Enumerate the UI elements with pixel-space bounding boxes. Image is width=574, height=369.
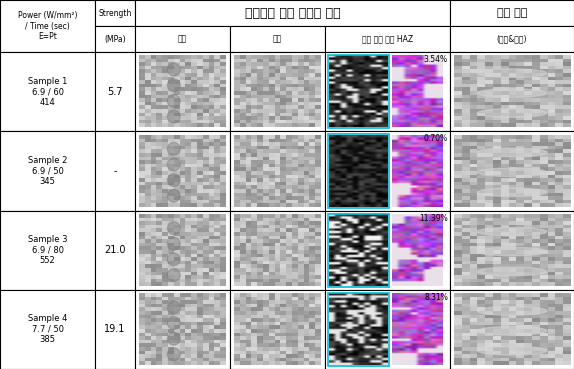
Text: 11.39%: 11.39%	[419, 214, 448, 223]
Ellipse shape	[477, 148, 547, 156]
Bar	[95, 290, 135, 369]
Bar	[135, 26, 230, 52]
Bar	[135, 131, 230, 210]
Text: Strength: Strength	[98, 8, 131, 17]
Circle shape	[168, 222, 180, 234]
Bar	[0, 290, 95, 369]
Bar	[230, 210, 325, 290]
Text: 계면: 계면	[273, 34, 282, 44]
Text: 3.54%: 3.54%	[424, 55, 448, 64]
Bar	[95, 131, 135, 210]
Text: Power (W/mm²)
/ Time (sec)
E=Pt: Power (W/mm²) / Time (sec) E=Pt	[18, 11, 77, 41]
Circle shape	[168, 79, 180, 92]
Ellipse shape	[477, 267, 547, 276]
Circle shape	[168, 237, 180, 250]
Bar	[328, 134, 389, 207]
Circle shape	[168, 189, 180, 202]
Bar	[450, 210, 574, 290]
Circle shape	[168, 332, 180, 345]
Bar	[328, 214, 389, 287]
Bar	[95, 0, 135, 26]
Circle shape	[168, 63, 180, 76]
Bar	[95, 210, 135, 290]
Text: Sample 4
7.7 / 50
385: Sample 4 7.7 / 50 385	[28, 314, 67, 344]
Text: Sample 3
6.9 / 80
552: Sample 3 6.9 / 80 552	[28, 235, 67, 265]
Ellipse shape	[477, 109, 547, 117]
Ellipse shape	[477, 89, 547, 97]
Text: 윗면: 윗면	[178, 34, 187, 44]
Bar	[230, 52, 325, 131]
Ellipse shape	[477, 69, 547, 77]
Bar	[0, 210, 95, 290]
Bar	[450, 131, 574, 210]
Text: 아래 시편: 아래 시편	[497, 8, 527, 18]
Circle shape	[168, 317, 180, 330]
Bar	[325, 290, 450, 369]
Bar	[328, 55, 389, 128]
Circle shape	[168, 253, 180, 266]
Bar	[135, 52, 230, 131]
Text: 레이저로 직접 조사된 시편: 레이저로 직접 조사된 시편	[245, 7, 340, 20]
Ellipse shape	[477, 168, 547, 177]
Bar	[325, 52, 450, 131]
Circle shape	[168, 174, 180, 187]
Bar	[0, 0, 95, 52]
Circle shape	[168, 142, 180, 155]
Ellipse shape	[477, 188, 547, 197]
Bar	[95, 26, 135, 52]
Text: Sample 1
6.9 / 60
414: Sample 1 6.9 / 60 414	[28, 77, 67, 107]
Bar	[450, 26, 574, 52]
Ellipse shape	[477, 327, 547, 335]
Bar	[135, 290, 230, 369]
Bar	[450, 290, 574, 369]
Text: 19.1: 19.1	[104, 324, 126, 334]
Bar	[328, 293, 389, 366]
Bar	[135, 210, 230, 290]
Text: 전체 사진 대비 HAZ: 전체 사진 대비 HAZ	[362, 34, 413, 44]
Bar	[0, 131, 95, 210]
Circle shape	[168, 348, 180, 361]
Bar	[230, 26, 325, 52]
Text: -: -	[113, 166, 117, 176]
Bar	[450, 0, 574, 26]
Bar	[325, 26, 450, 52]
Text: 0.70%: 0.70%	[424, 134, 448, 143]
Circle shape	[168, 158, 180, 171]
Text: Sample 2
6.9 / 50
345: Sample 2 6.9 / 50 345	[28, 156, 67, 186]
Text: 8.31%: 8.31%	[424, 293, 448, 302]
Bar	[135, 0, 450, 26]
Bar	[230, 290, 325, 369]
Text: (위면&계면): (위면&계면)	[497, 34, 528, 44]
Circle shape	[168, 94, 180, 107]
Circle shape	[168, 269, 180, 282]
Bar	[325, 210, 450, 290]
Bar	[325, 131, 450, 210]
Ellipse shape	[477, 307, 547, 315]
Bar	[230, 131, 325, 210]
Bar	[450, 52, 574, 131]
Ellipse shape	[477, 227, 547, 236]
Circle shape	[168, 301, 180, 314]
Text: 21.0: 21.0	[104, 245, 126, 255]
Ellipse shape	[477, 247, 547, 256]
Bar	[0, 52, 95, 131]
Ellipse shape	[477, 346, 547, 355]
Bar	[95, 52, 135, 131]
Circle shape	[168, 110, 180, 123]
Text: 5.7: 5.7	[107, 87, 123, 97]
Text: (MPa): (MPa)	[104, 34, 126, 44]
